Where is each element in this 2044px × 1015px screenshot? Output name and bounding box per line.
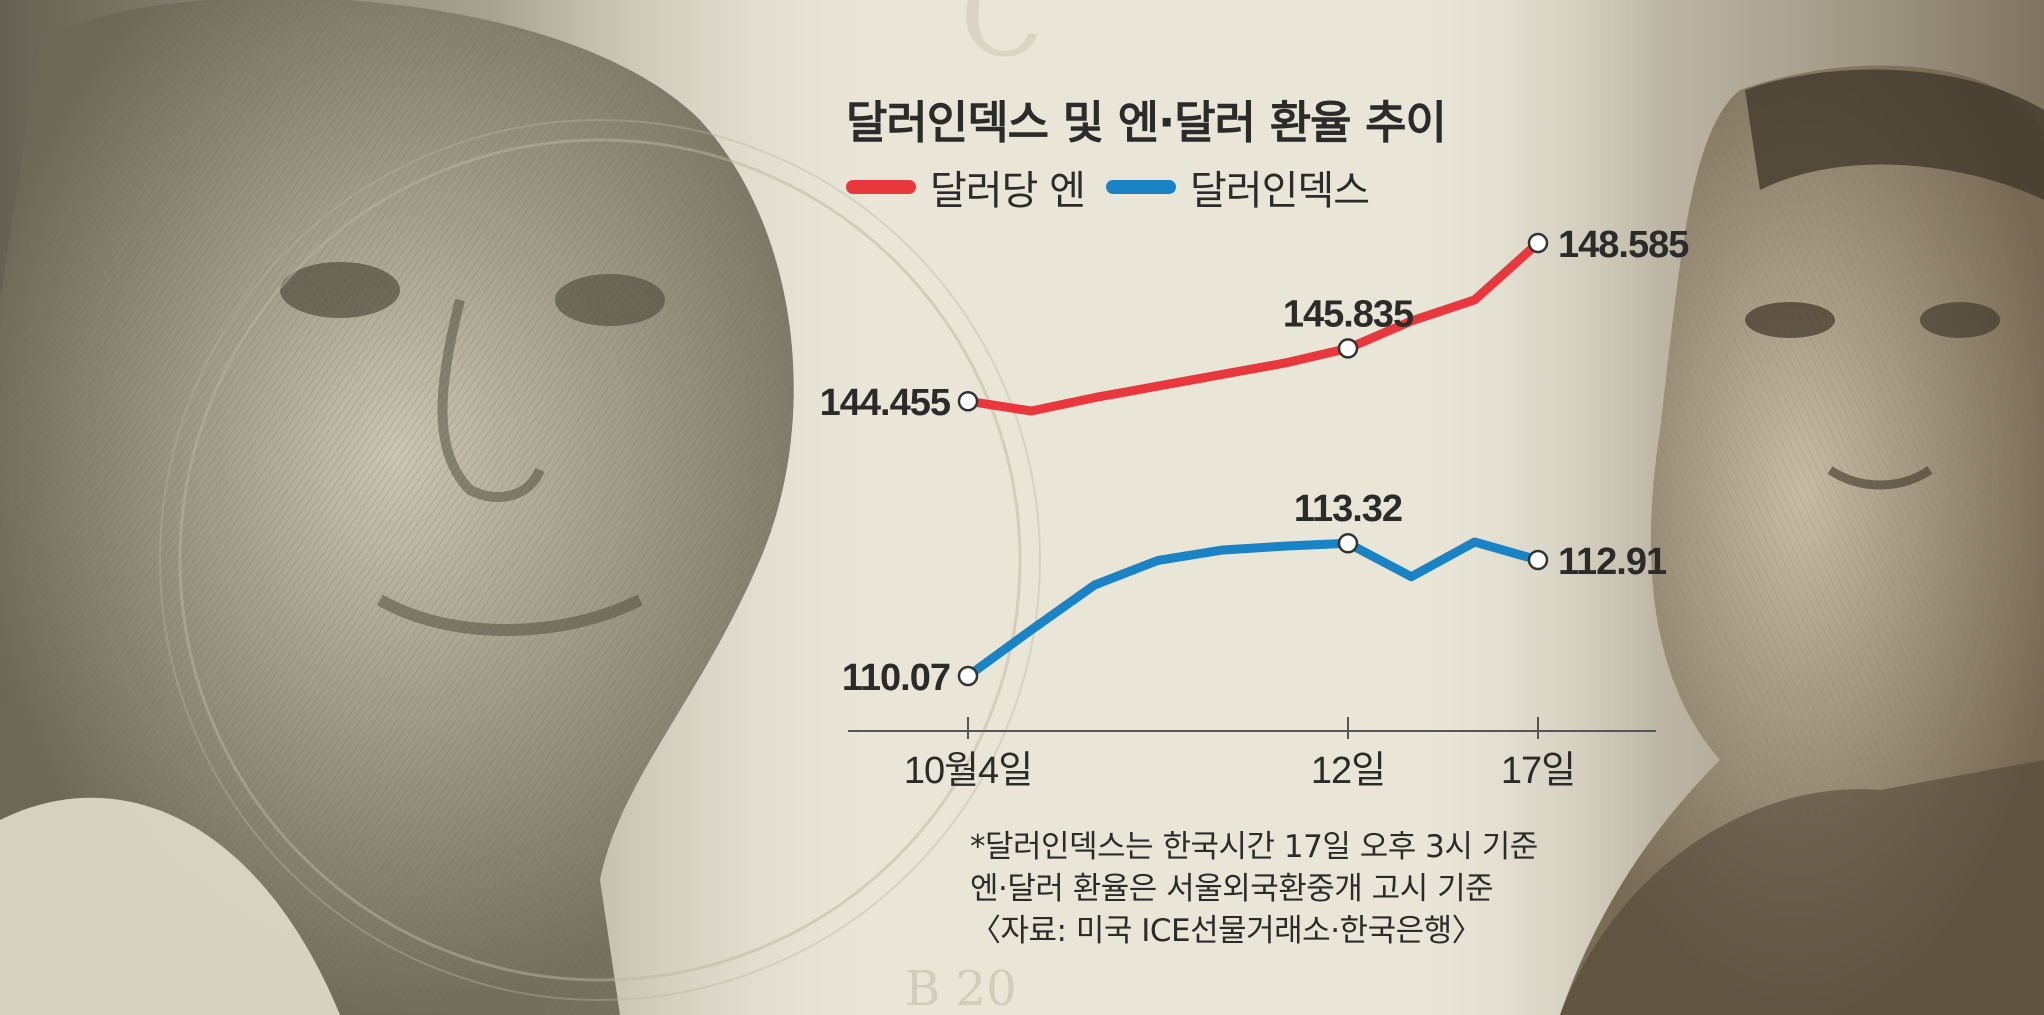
data-point-marker [957,390,979,412]
x-tick-label: 10월4일 [904,750,1032,792]
legend-swatch-dxy [1106,180,1176,194]
legend-label-yen: 달러당 엔 [930,168,1086,214]
note-line-basis: *달러인덱스는 한국시간 17일 오후 3시 기준 [970,829,1538,865]
data-label: 145.835 [1283,293,1414,335]
data-label: 112.91 [1558,541,1667,583]
data-point-marker [1337,338,1359,359]
svg-text:C: C [960,0,1044,81]
legend-label-dxy: 달러인덱스 [1190,168,1370,214]
chart-title: 달러인덱스 및 엔·달러 환율 추이 [846,96,1447,149]
note-line-fx: 엔·달러 환율은 서울외국환중개 고시 기준 [970,871,1494,907]
series-line-yen [963,238,1543,416]
bill-serial-mark: B 20 [905,961,1017,1015]
data-label: 144.455 [820,382,951,424]
legend-swatch-yen [846,180,916,194]
data-point-marker [1527,549,1549,571]
data-label: 148.585 [1558,224,1689,266]
data-point-marker [957,665,979,687]
data-point-marker [1527,232,1549,254]
data-label: 113.32 [1294,488,1402,530]
x-tick-label: 17일 [1501,750,1575,792]
legend-item-yen: 달러당 엔 [846,158,1086,216]
series-line-dxy [963,537,1543,681]
data-label: 110.07 [842,657,950,699]
x-tick-label: 12일 [1311,750,1385,792]
data-point-marker [1337,532,1359,554]
chart-notes: *달러인덱스는 한국시간 17일 오후 3시 기준 엔·달러 환율은 서울외국환… [970,826,1538,952]
dollar-portrait-icon [0,0,1041,1015]
yen-portrait-icon [1400,0,2044,1015]
legend-item-dxy: 달러인덱스 [1106,158,1370,216]
note-line-source: 〈자료: 미국 ICE선물거래소·한국은행〉 [970,913,1483,949]
